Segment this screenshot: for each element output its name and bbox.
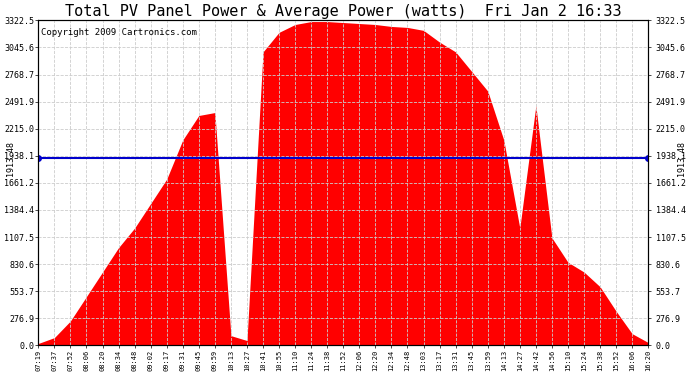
Title: Total PV Panel Power & Average Power (watts)  Fri Jan 2 16:33: Total PV Panel Power & Average Power (wa…	[65, 4, 622, 19]
Text: Copyright 2009 Cartronics.com: Copyright 2009 Cartronics.com	[41, 28, 197, 38]
Text: 1913.48: 1913.48	[678, 141, 687, 176]
Text: 1913.48: 1913.48	[6, 141, 15, 176]
